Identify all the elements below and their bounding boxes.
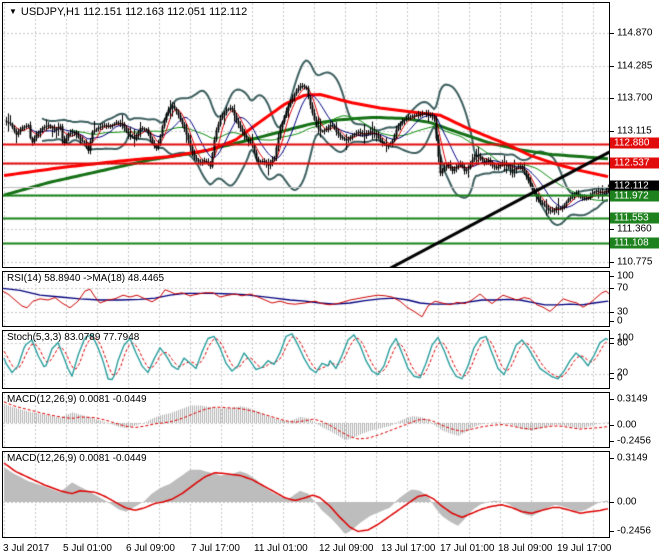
macd-area-canvas[interactable] — [3, 452, 609, 537]
axis-tick — [610, 531, 614, 532]
stochastic-label: Stoch(5,3,3) 83.0789 77.7948 — [7, 332, 140, 343]
time-axis-label: 12 Jul 09:00 — [319, 543, 374, 554]
axis-tick — [610, 441, 614, 442]
price-axis-label: 0.00 — [617, 496, 637, 508]
time-axis-label: 3 Jul 2017 — [3, 543, 50, 554]
price-axis-label: 113.115 — [617, 125, 652, 137]
price-axis-label: 0 — [617, 315, 623, 327]
axis-tick — [610, 458, 614, 459]
price-axis-label: 70 — [617, 282, 629, 294]
chart-title: ▼ USDJPY,H1 112.151 112.163 112.051 112.1… — [9, 6, 247, 18]
rsi-panel: RSI(14) 58.8940 ->MA(18) 48.4465 — [2, 271, 610, 327]
price-axis-label: 0 — [617, 372, 623, 384]
price-level-badge: 112.112 — [610, 180, 659, 192]
time-axis: 3 Jul 2017 5 Jul 01:00 6 Jul 09:00 7 Jul 17… — [0, 541, 660, 557]
price-axis: 114.870 114.285 113.700 113.115 111.360 110.7… — [610, 0, 660, 540]
time-axis-label: 5 Jul 01:00 — [63, 543, 112, 554]
price-axis-label: 0.3149 — [617, 393, 648, 405]
price-level-badge: 112.537 — [610, 157, 659, 169]
axis-tick — [610, 98, 614, 99]
price-axis-label: 100 — [617, 332, 634, 344]
macd-histogram-panel: MACD(12,26,9) 0.0081 -0.0449 — [2, 392, 610, 448]
price-level-badge: 111.553 — [610, 212, 659, 224]
price-axis-label: 111.360 — [617, 223, 652, 235]
price-level-badge: 112.880 — [610, 137, 659, 149]
price-level-badge: 111.108 — [610, 237, 659, 249]
stochastic-canvas[interactable] — [3, 331, 609, 388]
price-axis-label: 20 — [617, 367, 629, 379]
price-axis-label: -0.2456 — [617, 525, 651, 537]
axis-tick — [610, 338, 614, 339]
symbol-ohlc-label: USDJPY,H1 112.151 112.163 112.051 112.11… — [20, 6, 248, 18]
axis-tick — [610, 229, 614, 230]
axis-tick — [610, 321, 614, 322]
price-axis-label: -0.2456 — [617, 435, 651, 447]
axis-tick — [610, 288, 614, 289]
macd-histogram-canvas[interactable] — [3, 393, 609, 447]
macd-area-panel: MACD(12,26,9) 0.0081 -0.0449 — [2, 451, 610, 538]
time-axis-label: 18 Jul 09:00 — [498, 543, 553, 554]
time-axis-label: 7 Jul 17:00 — [191, 543, 240, 554]
axis-tick — [610, 343, 614, 344]
price-axis-label: 30 — [617, 306, 629, 318]
time-axis-label: 17 Jul 01:00 — [440, 543, 495, 554]
price-axis-label: 114.285 — [617, 60, 653, 72]
axis-tick — [610, 262, 614, 263]
stochastic-panel: Stoch(5,3,3) 83.0789 77.7948 — [2, 330, 610, 389]
rsi-canvas[interactable] — [3, 272, 609, 326]
price-chart-canvas[interactable] — [3, 3, 609, 267]
time-axis-label: 19 Jul 17:00 — [557, 543, 612, 554]
price-axis-label: 113.700 — [617, 92, 653, 104]
axis-tick — [610, 276, 614, 277]
macd-area-label: MACD(12,26,9) 0.0081 -0.0449 — [7, 453, 147, 464]
axis-tick — [610, 66, 614, 67]
axis-tick — [610, 378, 614, 379]
price-level-badge: 111.972 — [610, 190, 659, 202]
main-chart-panel: ▼ USDJPY,H1 112.151 112.163 112.051 112.1… — [2, 2, 610, 268]
axis-tick — [610, 399, 614, 400]
time-axis-label: 6 Jul 09:00 — [126, 543, 175, 554]
axis-tick — [610, 502, 614, 503]
price-axis-label: 114.870 — [617, 27, 653, 39]
price-axis-label: 100 — [617, 270, 634, 282]
axis-tick — [610, 425, 614, 426]
price-axis-label: 0.3149 — [617, 452, 648, 464]
time-axis-label: 13 Jul 17:00 — [381, 543, 436, 554]
price-axis-label: 80 — [617, 337, 629, 349]
time-axis-label: 11 Jul 01:00 — [254, 543, 308, 554]
axis-tick — [610, 373, 614, 374]
price-axis-label: 110.775 — [617, 256, 653, 268]
axis-tick — [610, 312, 614, 313]
axis-tick — [610, 131, 614, 132]
price-axis-label: 0.00 — [617, 419, 637, 431]
macd-histogram-label: MACD(12,26,9) 0.0081 -0.0449 — [7, 394, 147, 405]
axis-tick — [610, 33, 614, 34]
symbol-dropdown-icon[interactable]: ▼ — [9, 7, 17, 16]
rsi-label: RSI(14) 58.8940 ->MA(18) 48.4465 — [7, 273, 165, 284]
